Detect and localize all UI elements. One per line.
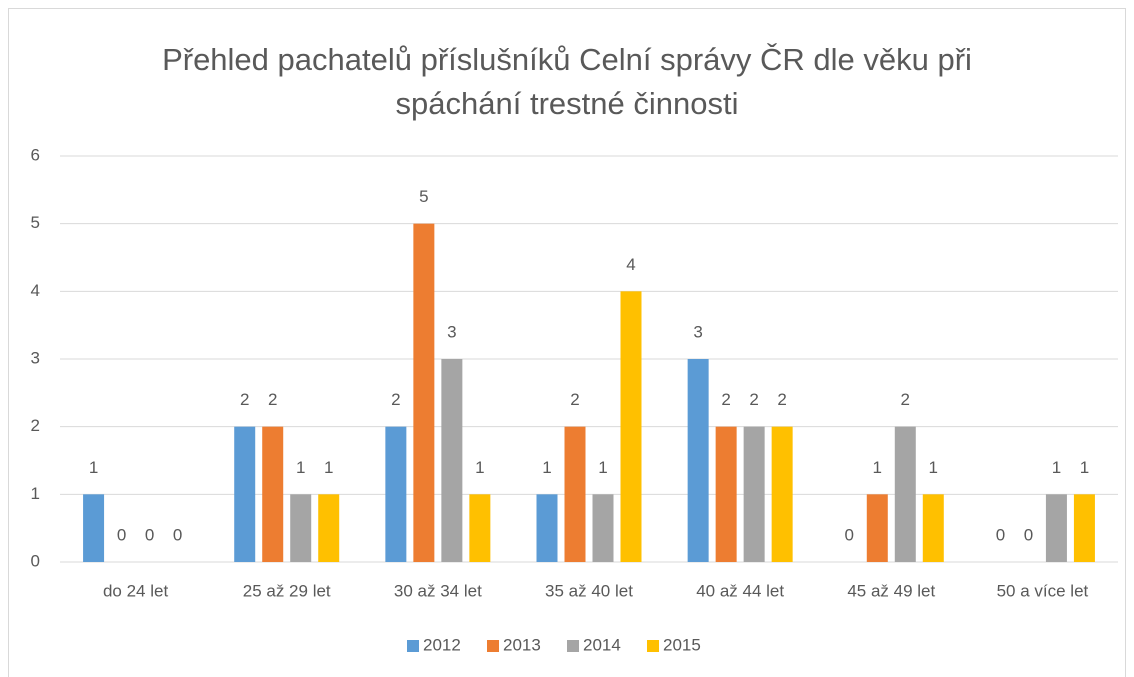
y-tick-label: 6 xyxy=(31,145,40,164)
bar xyxy=(687,359,709,562)
data-label: 0 xyxy=(117,525,126,544)
data-label: 2 xyxy=(268,390,277,409)
data-label: 0 xyxy=(996,525,1005,544)
legend-label: 2012 xyxy=(423,635,461,654)
y-tick-label: 3 xyxy=(31,348,40,367)
x-tick-label: 35 až 40 let xyxy=(545,581,633,600)
bar xyxy=(1073,494,1095,562)
data-label: 0 xyxy=(845,525,854,544)
x-tick-label: 40 až 44 let xyxy=(696,581,784,600)
data-label: 5 xyxy=(419,187,428,206)
x-tick-label: 25 až 29 let xyxy=(243,581,331,600)
data-label: 0 xyxy=(1024,525,1033,544)
data-label: 1 xyxy=(1080,458,1089,477)
data-label: 1 xyxy=(873,458,882,477)
data-label: 2 xyxy=(570,390,579,409)
legend-label: 2013 xyxy=(503,635,541,654)
bar xyxy=(894,426,916,562)
x-tick-label: do 24 let xyxy=(103,581,168,600)
data-label: 2 xyxy=(391,390,400,409)
bar xyxy=(234,426,256,562)
data-label: 2 xyxy=(901,390,910,409)
bar xyxy=(441,359,463,562)
data-label: 3 xyxy=(693,322,702,341)
legend-label: 2014 xyxy=(583,635,621,654)
data-label: 1 xyxy=(296,458,305,477)
bar xyxy=(922,494,944,562)
data-label: 2 xyxy=(749,390,758,409)
legend-label: 2015 xyxy=(663,635,701,654)
chart-border xyxy=(8,8,1126,677)
data-label: 1 xyxy=(929,458,938,477)
data-label: 0 xyxy=(173,525,182,544)
data-label: 1 xyxy=(598,458,607,477)
y-tick-label: 1 xyxy=(31,484,40,503)
bar xyxy=(536,494,558,562)
y-tick-label: 4 xyxy=(31,281,40,300)
bar xyxy=(592,494,614,562)
data-label: 2 xyxy=(777,390,786,409)
bar xyxy=(743,426,765,562)
bar xyxy=(620,291,642,562)
bar xyxy=(83,494,105,562)
bar xyxy=(564,426,586,562)
y-tick-label: 5 xyxy=(31,213,40,232)
legend-swatch xyxy=(567,640,579,652)
bar xyxy=(866,494,888,562)
bar xyxy=(413,223,435,562)
bar xyxy=(715,426,737,562)
data-label: 3 xyxy=(447,322,456,341)
legend-swatch xyxy=(407,640,419,652)
data-label: 2 xyxy=(240,390,249,409)
legend-swatch xyxy=(647,640,659,652)
legend-swatch xyxy=(487,640,499,652)
data-label: 1 xyxy=(475,458,484,477)
bar xyxy=(318,494,340,562)
data-label: 2 xyxy=(721,390,730,409)
bar xyxy=(262,426,284,562)
data-label: 1 xyxy=(89,458,98,477)
x-tick-label: 30 až 34 let xyxy=(394,581,482,600)
bar xyxy=(290,494,312,562)
y-tick-label: 2 xyxy=(31,416,40,435)
bar xyxy=(469,494,491,562)
y-tick-label: 0 xyxy=(31,551,40,570)
bar xyxy=(1045,494,1067,562)
chart-title: Přehled pachatelů příslušníků Celní sprá… xyxy=(162,42,972,121)
bar xyxy=(771,426,793,562)
x-tick-label: 45 až 49 let xyxy=(847,581,935,600)
data-label: 4 xyxy=(626,255,635,274)
x-tick-label: 50 a více let xyxy=(997,581,1089,600)
bar xyxy=(385,426,407,562)
data-label: 1 xyxy=(1052,458,1061,477)
data-label: 0 xyxy=(145,525,154,544)
data-label: 1 xyxy=(324,458,333,477)
data-label: 1 xyxy=(542,458,551,477)
